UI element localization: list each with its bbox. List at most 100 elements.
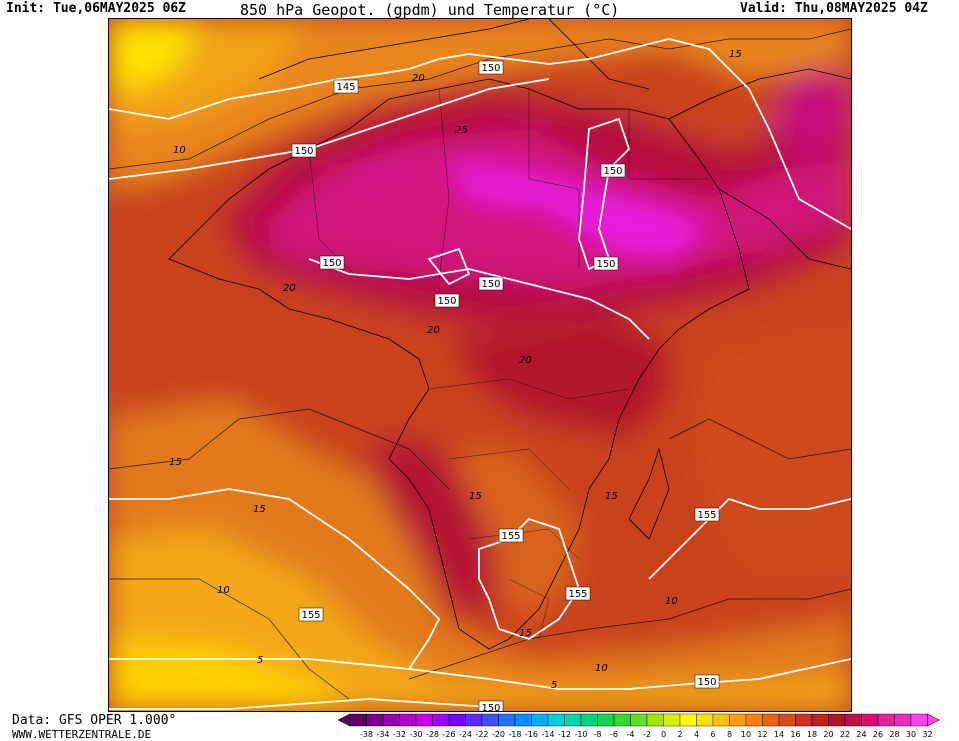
temperature-label: 20	[427, 325, 440, 336]
geopotential-isolines	[109, 38, 851, 710]
legend-tick-label: 30	[906, 730, 916, 739]
legend-tick-label: 26	[873, 730, 883, 739]
legend-swatch	[646, 713, 664, 727]
legend-swatch	[894, 713, 912, 727]
legend-tick-label: -10	[574, 730, 587, 739]
legend-swatch	[415, 713, 433, 727]
geopotential-label: 150	[478, 60, 504, 75]
geopotential-label: 155	[694, 507, 720, 522]
legend-tick-label: -12	[558, 730, 571, 739]
legend-tick-label: 22	[840, 730, 850, 739]
legend-tick-label: 28	[889, 730, 899, 739]
chart-title: 850 hPa Geopot. (gpdm) und Temperatur (°…	[240, 1, 620, 19]
geopotential-labels: 150 150 150 150 150 150 150 145 155 155 …	[291, 60, 720, 711]
temperature-label: 15	[519, 628, 532, 639]
temperature-label: 10	[665, 596, 678, 607]
legend-swatch	[679, 713, 697, 727]
legend-swatch	[844, 713, 862, 727]
legend-tick-label: 18	[807, 730, 817, 739]
legend-swatch	[564, 713, 582, 727]
temperature-label: 10	[595, 663, 608, 674]
init-time: Init: Tue,06MAY2025 06Z	[6, 1, 187, 16]
weather-map[interactable]: 150 150 150 150 150 150 150 145 155 155 …	[108, 18, 852, 712]
temperature-labels: 10 15 20 25 20 20 20 15 15 15 10 5 15 10…	[169, 49, 742, 691]
legend-swatch	[729, 713, 747, 727]
svg-text:155: 155	[301, 610, 320, 621]
legend-tick-label: 16	[790, 730, 800, 739]
svg-text:150: 150	[294, 146, 313, 157]
legend-tick-label: 12	[757, 730, 767, 739]
temperature-field	[109, 19, 851, 711]
legend-swatch	[745, 713, 763, 727]
legend-tick-label: -34	[376, 730, 389, 739]
svg-text:145: 145	[336, 82, 355, 93]
geopotential-label: 150	[319, 255, 345, 270]
legend-swatch	[712, 713, 730, 727]
legend-tick-label: -22	[475, 730, 488, 739]
temperature-label: 15	[169, 457, 182, 468]
geopotential-label: 150	[694, 674, 720, 689]
legend-swatch	[465, 713, 483, 727]
country-borders	[308, 88, 709, 640]
legend-swatch	[399, 713, 417, 727]
geopotential-label: 145	[333, 79, 359, 94]
legend-swatch	[795, 713, 813, 727]
legend-tick-label: 0	[661, 730, 666, 739]
svg-text:155: 155	[501, 531, 520, 542]
legend-tick-label: 4	[694, 730, 699, 739]
legend-swatch	[762, 713, 780, 727]
legend-swatch	[663, 713, 681, 727]
temperature-label: 5	[551, 680, 557, 691]
legend-tick-label: -38	[360, 730, 373, 739]
legend-tick-label: 14	[774, 730, 784, 739]
geopotential-label: 150	[478, 700, 504, 711]
legend-swatch	[910, 713, 928, 727]
coastlines	[168, 19, 851, 650]
legend-tick-label: -32	[393, 730, 406, 739]
legend-tick-label: 32	[922, 730, 932, 739]
valid-time: Valid: Thu,08MAY2025 04Z	[740, 1, 928, 16]
legend-tick-label: 10	[741, 730, 751, 739]
legend-swatch	[514, 713, 532, 727]
legend-arrow-high	[927, 713, 941, 727]
legend-swatch	[861, 713, 879, 727]
legend-arrow-low	[337, 713, 351, 727]
legend-swatch	[531, 713, 549, 727]
site-credit: WWW.WETTERZENTRALE.DE	[12, 728, 152, 741]
legend-tick-label: -2	[643, 730, 651, 739]
temperature-label: 15	[729, 49, 742, 60]
temperature-label: 15	[605, 491, 618, 502]
legend-swatch	[696, 713, 714, 727]
geopotential-label: 150	[593, 256, 619, 271]
legend-tick-label: -16	[525, 730, 538, 739]
temperature-label: 10	[217, 585, 230, 596]
legend-swatch	[448, 713, 466, 727]
legend-tick-label: -26	[442, 730, 455, 739]
legend-swatch	[349, 713, 367, 727]
legend-tick-label: -24	[459, 730, 472, 739]
legend-swatch	[432, 713, 450, 727]
geopotential-label: 150	[291, 143, 317, 158]
svg-text:150: 150	[603, 166, 622, 177]
geopotential-label: 150	[478, 276, 504, 291]
legend-swatch	[613, 713, 631, 727]
geopotential-label: 155	[498, 528, 524, 543]
svg-text:150: 150	[481, 279, 500, 290]
legend-swatch	[547, 713, 565, 727]
geopotential-label: 150	[600, 163, 626, 178]
legend-tick-label: -20	[492, 730, 505, 739]
temperature-label: 15	[469, 491, 482, 502]
legend-swatch	[580, 713, 598, 727]
legend-swatch	[382, 713, 400, 727]
svg-text:150: 150	[697, 677, 716, 688]
legend-swatch	[828, 713, 846, 727]
svg-text:150: 150	[481, 703, 500, 711]
geopotential-label: 150	[434, 293, 460, 308]
legend-swatch	[630, 713, 648, 727]
legend-tick-label: -28	[426, 730, 439, 739]
legend-tick-label: -4	[627, 730, 635, 739]
legend-swatch	[877, 713, 895, 727]
legend-swatch	[498, 713, 516, 727]
legend-tick-label: 20	[823, 730, 833, 739]
legend-swatch	[366, 713, 384, 727]
